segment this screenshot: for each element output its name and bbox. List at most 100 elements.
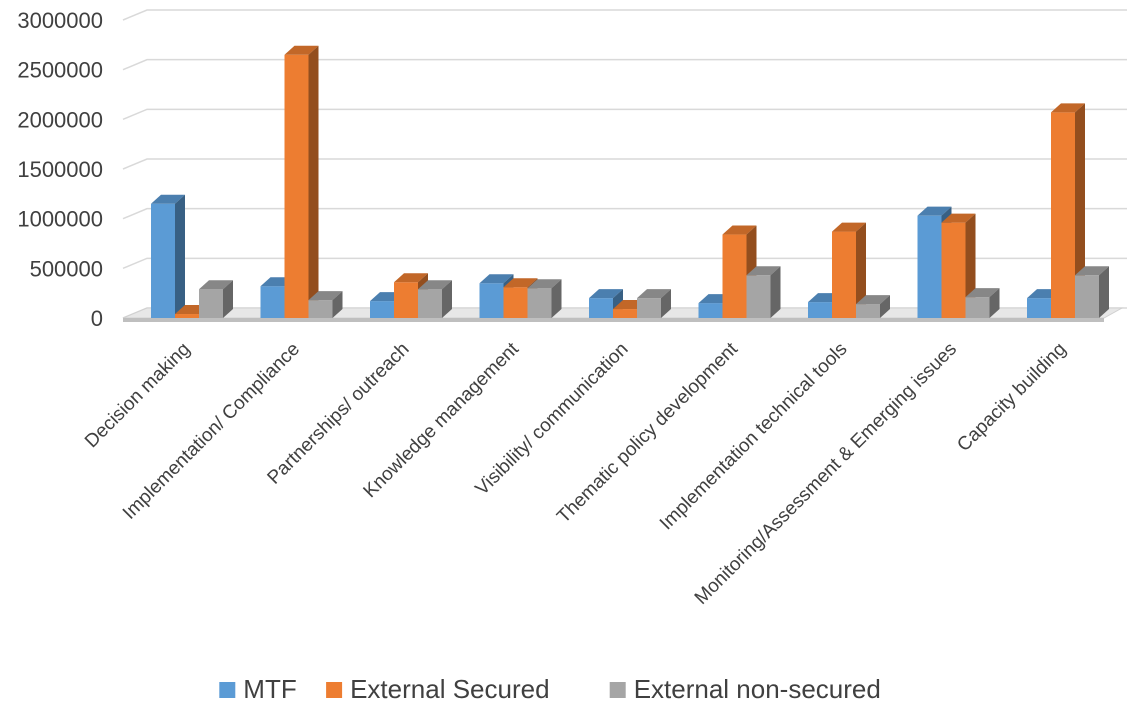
bar-front: [418, 289, 442, 318]
bar-front: [698, 303, 723, 318]
bar-side: [551, 279, 562, 318]
bar-top: [965, 288, 1000, 298]
bar-top: [832, 222, 866, 232]
y-tick-label: 1500000: [17, 157, 103, 182]
bar-front: [917, 215, 942, 318]
bar-front: [394, 282, 418, 318]
bar-front: [832, 231, 856, 318]
bars: [151, 45, 1109, 319]
bar-top: [394, 273, 428, 283]
y-tick-label: 500000: [30, 256, 103, 281]
bar-side: [880, 295, 890, 318]
bar-front: [808, 302, 832, 318]
x-tick-label: Implementation technical tools: [656, 339, 852, 535]
legend-label: MTF: [243, 674, 296, 704]
bar-front: [175, 314, 199, 318]
bar: [308, 291, 343, 318]
gridline: [122, 257, 1127, 270]
x-tick-label: Decision making: [81, 339, 194, 452]
bar-front: [941, 222, 966, 318]
bar-side: [1099, 266, 1109, 318]
y-tick-label: 1000000: [17, 207, 103, 232]
legend-item: MTF: [219, 674, 297, 704]
bar-top: [1051, 103, 1085, 113]
y-tick-label: 2500000: [17, 58, 103, 83]
bar-top: [308, 291, 343, 301]
x-tick-label: Implementation/ Compliance: [119, 339, 304, 524]
bar-side: [332, 291, 343, 318]
bar-front: [856, 304, 880, 318]
bar-front: [589, 298, 613, 318]
bar-front: [151, 203, 175, 318]
bar-side: [442, 280, 452, 318]
bar-top: [589, 289, 623, 299]
bar-top: [637, 289, 671, 299]
bar-front: [479, 283, 504, 318]
bar-top: [941, 213, 976, 223]
bar-side: [1075, 103, 1085, 318]
bar: [637, 289, 671, 318]
bar-front: [965, 297, 990, 318]
bar-side: [175, 194, 185, 318]
bar-top: [1075, 266, 1109, 276]
bar-front: [284, 54, 309, 319]
bar-front: [746, 275, 771, 318]
bar: [199, 280, 233, 318]
y-tick-label: 3000000: [17, 8, 103, 33]
legend: MTF External Secured External non-secured: [219, 674, 881, 704]
y-axis: 0 500000 1000000 1500000 2000000 2500000 30000…: [17, 8, 103, 331]
bar: [941, 213, 976, 318]
bar-side: [661, 289, 671, 318]
gridline: [122, 108, 1127, 121]
legend-item: External Secured: [326, 674, 550, 704]
bar-top: [856, 295, 890, 305]
bar-top: [284, 45, 319, 55]
bar: [856, 295, 890, 318]
bar-front: [613, 309, 637, 318]
x-tick-label: Monitoring/Assessment & Emerging issues: [691, 339, 961, 609]
bar-front: [199, 289, 223, 318]
x-tick-label: Thematic policy development: [553, 338, 742, 527]
legend-swatch: [326, 682, 343, 698]
bar-top: [746, 266, 781, 276]
bar-top: [151, 194, 185, 204]
bar: [965, 288, 1000, 318]
bar-side: [989, 288, 1000, 318]
bar-front: [503, 287, 528, 318]
bar-front: [370, 301, 394, 318]
bar-front: [1051, 112, 1075, 318]
bar-front: [527, 288, 552, 318]
bar: [151, 194, 185, 318]
gridline: [122, 158, 1127, 170]
bar-front: [260, 286, 285, 318]
bar-top: [527, 279, 562, 289]
bar-front: [1075, 275, 1099, 318]
bar-top: [917, 206, 952, 216]
bar-front: [1027, 298, 1051, 318]
bar-top: [722, 225, 757, 235]
bar-side: [308, 45, 319, 319]
bar: [418, 280, 452, 318]
bar-side: [856, 222, 866, 318]
bar-side: [770, 266, 781, 318]
gridline: [122, 9, 1127, 21]
floor-edge: [123, 318, 1104, 322]
gridline: [122, 58, 1127, 71]
y-tick-label: 0: [91, 306, 103, 331]
bar: [832, 222, 866, 318]
legend-swatch: [609, 682, 626, 698]
bar-top: [418, 280, 452, 290]
bar: [746, 266, 781, 318]
y-tick-label: 2000000: [17, 107, 103, 132]
bar: [284, 45, 319, 319]
bar-front: [308, 300, 333, 318]
bar: [1075, 266, 1109, 318]
bar-front: [722, 234, 747, 318]
bar-top: [503, 278, 538, 288]
bar-front: [637, 298, 661, 318]
bar-top: [199, 280, 233, 290]
bar: [527, 279, 562, 318]
